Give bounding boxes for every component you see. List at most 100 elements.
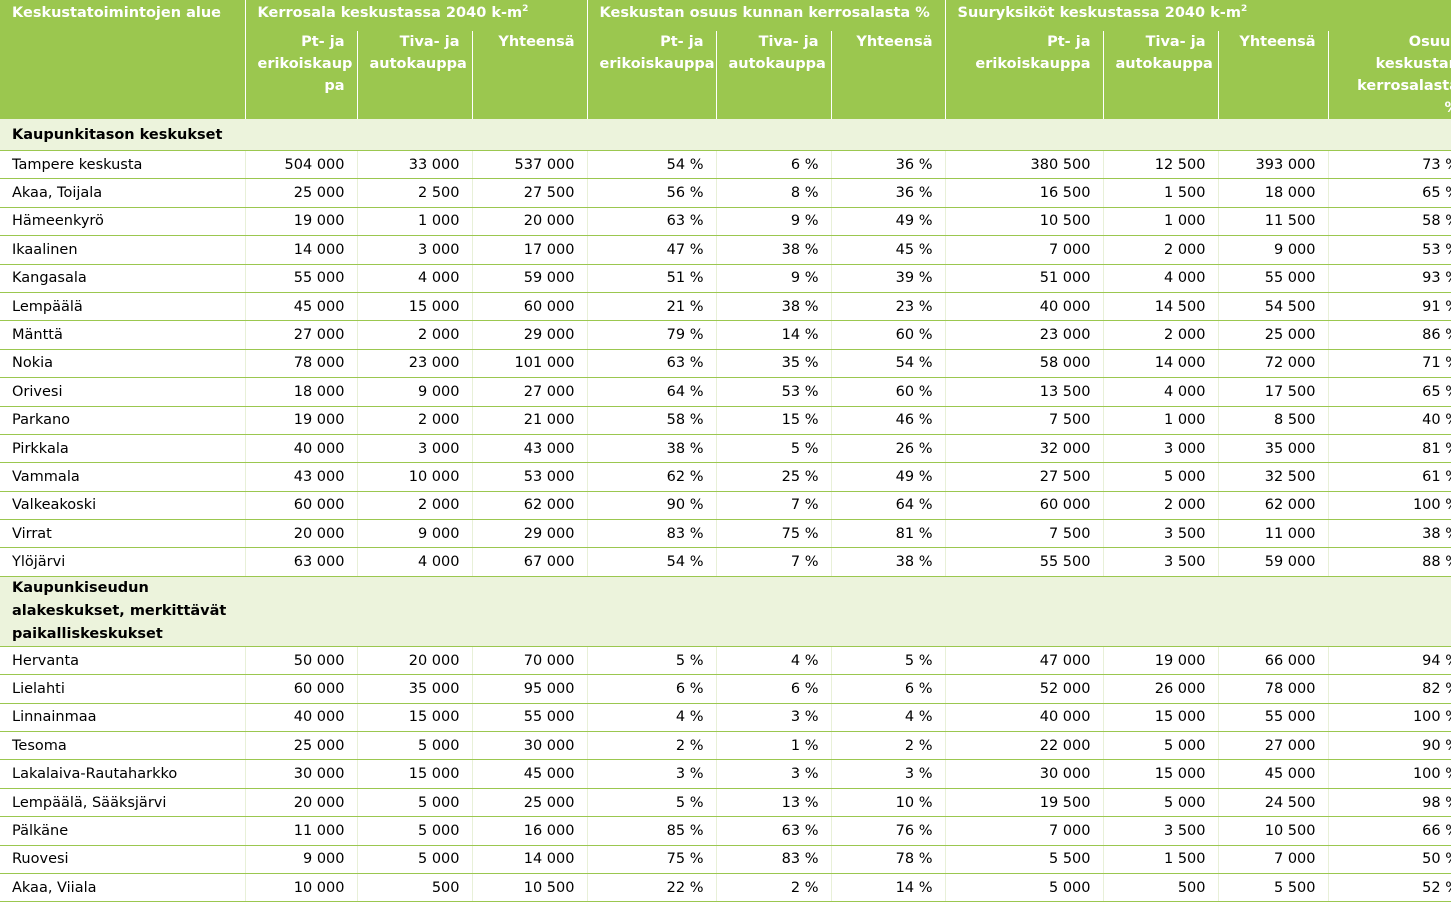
- table-cell: 62 000: [472, 491, 588, 521]
- table-cell: 2 %: [587, 731, 717, 761]
- table-cell: 27 000: [245, 320, 358, 350]
- table-cell: 14 000: [245, 235, 358, 265]
- table-cell: 23 000: [357, 349, 473, 379]
- table-cell: 4 %: [587, 703, 717, 733]
- table-cell: 25 000: [472, 788, 588, 818]
- table-cell: 7 %: [716, 547, 832, 577]
- table-row: Valkeakoski 60 000 2 000 62 000 90 % 7 % 64 % 6…: [0, 491, 1451, 521]
- table-cell: 7 000: [945, 816, 1104, 846]
- table-cell: 45 %: [831, 235, 946, 265]
- table-cell: 1 000: [357, 207, 473, 237]
- table-cell: 52 000: [945, 674, 1104, 704]
- table-cell: 15 000: [357, 703, 473, 733]
- row-label: Parkano: [0, 406, 246, 435]
- table-cell: 16 500: [945, 178, 1104, 208]
- table-cell: 78 %: [831, 845, 946, 874]
- table-cell: 60 000: [245, 491, 358, 521]
- table-cell: 43 000: [472, 434, 588, 464]
- table-cell: 2 000: [357, 491, 473, 521]
- table-cell: 83 %: [587, 519, 717, 549]
- table-cell: 79 %: [587, 320, 717, 350]
- table-cell: 100 %: [1328, 759, 1451, 789]
- table-cell: 5 000: [357, 816, 473, 846]
- table-cell: 5 000: [945, 873, 1104, 902]
- table-cell: 19 500: [945, 788, 1104, 818]
- table-cell: 67 000: [472, 547, 588, 577]
- row-label: Valkeakoski: [0, 491, 246, 521]
- header-sub: Osuus keskustan kerrosalasta %: [1328, 31, 1451, 119]
- table-cell: 10 500: [945, 207, 1104, 237]
- table-cell: 54 500: [1218, 292, 1329, 322]
- header-sub: Pt- ja erikoiskauppa: [587, 31, 717, 119]
- table-cell: 11 500: [1218, 207, 1329, 237]
- table-cell: 55 000: [1218, 264, 1329, 293]
- table-cell: 10 000: [357, 462, 473, 492]
- table-cell: 14 %: [831, 873, 946, 902]
- row-label: Hervanta: [0, 646, 246, 676]
- table-cell: 20 000: [245, 519, 358, 549]
- table-cell: 18 000: [245, 377, 358, 407]
- table-cell: 9 000: [1218, 235, 1329, 265]
- row-label: Akaa, Viiala: [0, 873, 246, 902]
- table-row: Ylöjärvi 63 000 4 000 67 000 54 % 7 % 38 % 55 5…: [0, 547, 1451, 577]
- table-cell: 17 000: [472, 235, 588, 265]
- row-label: Pälkäne: [0, 816, 246, 846]
- table-cell: 9 000: [357, 377, 473, 407]
- table-cell: 61 %: [1328, 462, 1451, 492]
- table-cell: 59 000: [472, 264, 588, 293]
- table-cell: 54 %: [587, 547, 717, 577]
- table-cell: 75 %: [587, 845, 717, 874]
- table-cell: 25 000: [1218, 320, 1329, 350]
- table-cell: 54 %: [831, 349, 946, 379]
- table-cell: 5 500: [945, 845, 1104, 874]
- table-cell: 38 %: [831, 547, 946, 577]
- table-cell: 3 000: [357, 434, 473, 464]
- header-sub: Yhteensä: [831, 31, 946, 119]
- table-cell: 90 %: [1328, 731, 1451, 761]
- table-cell: 53 %: [1328, 235, 1451, 265]
- table-cell: 25 000: [245, 731, 358, 761]
- table-row: Vammala 43 000 10 000 53 000 62 % 25 % 49 % 27 …: [0, 462, 1451, 492]
- table-cell: 5 000: [1103, 462, 1219, 492]
- table-cell: 39 %: [831, 264, 946, 293]
- table-cell: 50 %: [1328, 845, 1451, 874]
- row-label: Lempäälä: [0, 292, 246, 322]
- table-cell: 10 500: [1218, 816, 1329, 846]
- table-cell: 58 %: [1328, 207, 1451, 237]
- table-cell: 20 000: [357, 646, 473, 676]
- table-cell: 73 %: [1328, 150, 1451, 180]
- table-cell: 5 000: [1103, 731, 1219, 761]
- table-cell: 63 %: [716, 816, 832, 846]
- table-row: Lempäälä, Sääksjärvi 20 000 5 000 25 000 5 %…: [0, 788, 1451, 818]
- table-cell: 6 %: [831, 674, 946, 704]
- section-filler: [245, 119, 1451, 151]
- table-cell: 5 000: [1103, 788, 1219, 818]
- table-cell: 100 %: [1328, 703, 1451, 733]
- table-cell: 7 500: [945, 406, 1104, 435]
- table-cell: 25 000: [245, 178, 358, 208]
- table-cell: 72 000: [1218, 349, 1329, 379]
- table-cell: 60 %: [831, 320, 946, 350]
- table-cell: 4 %: [831, 703, 946, 733]
- table-cell: 29 000: [472, 519, 588, 549]
- table-cell: 1 500: [1103, 178, 1219, 208]
- table-cell: 45 000: [245, 292, 358, 322]
- header-sub: Pt- ja erikoiskauppa: [945, 31, 1104, 119]
- header-area: Keskustatoimintojen alue: [0, 0, 246, 119]
- row-label: Virrat: [0, 519, 246, 549]
- table-cell: 58 %: [587, 406, 717, 435]
- table-row: Ruovesi 9 000 5 000 14 000 75 % 83 % 78 % 5 500…: [0, 845, 1451, 874]
- table-cell: 19 000: [245, 207, 358, 237]
- table-cell: 12 500: [1103, 150, 1219, 180]
- table-cell: 40 000: [945, 703, 1104, 733]
- table-cell: 22 000: [945, 731, 1104, 761]
- table-cell: 2 000: [1103, 320, 1219, 350]
- table-cell: 25 %: [716, 462, 832, 492]
- table-cell: 58 000: [945, 349, 1104, 379]
- section-filler: [245, 576, 1451, 647]
- table-cell: 15 000: [1103, 703, 1219, 733]
- table-cell: 9 %: [716, 264, 832, 293]
- table-cell: 2 %: [831, 731, 946, 761]
- table-cell: 4 000: [357, 547, 473, 577]
- table-cell: 504 000: [245, 150, 358, 180]
